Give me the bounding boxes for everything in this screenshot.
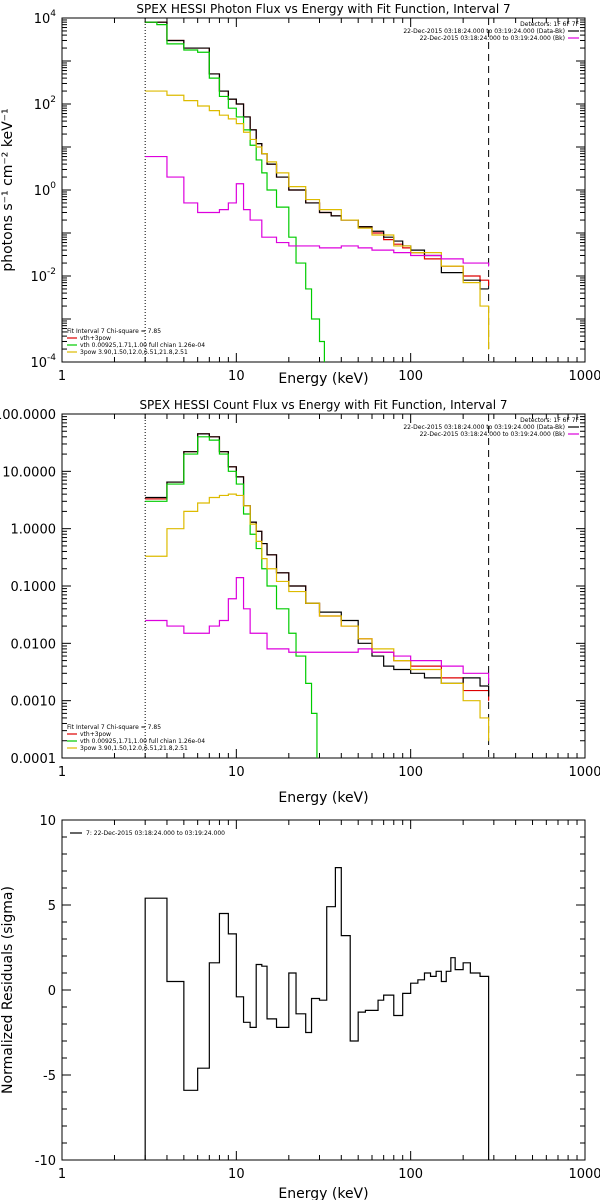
chart-panel-1: SPEX HESSI Photon Flux vs Energy with Fi… (0, 2, 600, 387)
y-tick-label: 0.1000 (11, 580, 57, 595)
x-tick-label: 1 (58, 1167, 66, 1182)
plot-frame (61, 17, 586, 363)
legend-text: 3pow 3.90,1.50,12.0,6.51,21.8,2.51 (80, 349, 188, 356)
legend-fit-info: Fit Interval 7 Chi-square = 7.85 (67, 328, 161, 335)
series-line-3pow (145, 493, 490, 742)
x-tick-label: 10 (228, 1167, 245, 1182)
y-tick-label: 0.0010 (11, 695, 57, 710)
x-tick-label: 1000 (568, 765, 600, 780)
y-axis-label: photons s⁻¹ cm⁻² keV⁻¹ (0, 108, 16, 271)
series-line-7-22-dec-2015-03-18-24-000-to-03-19-24-000 (144, 867, 490, 1160)
legend-text: vth 0.00925,1.71,1.00 full chian 1.26e-0… (80, 342, 205, 349)
x-tick-label: 100 (398, 369, 423, 384)
x-tick-label: 10 (228, 765, 245, 780)
x-tick-label: 1 (58, 765, 66, 780)
y-tick-label: -10 (35, 1154, 56, 1169)
series-group (145, 433, 490, 758)
series-line-bk (145, 155, 490, 267)
legend-top-right-text: Detectors: 1F 6F 7F (520, 417, 579, 424)
series-line-vth (145, 21, 325, 362)
series-line-vth (145, 436, 318, 758)
legend-top-right-text: Detectors: 1F 6F 7F (520, 21, 579, 28)
y-tick-label: 10.0000 (2, 465, 56, 480)
legend-top-right-text: 22-Dec-2015 03:18:24.000 to 03:19:24.000… (403, 424, 565, 431)
y-tick-label: 10-2 (30, 267, 56, 285)
y-tick-label: 104 (34, 9, 57, 27)
legend-text: vth+3pow (80, 335, 111, 342)
legend-text: vth 0.00925,1.71,1.00 full chian 1.26e-0… (80, 738, 205, 745)
series-group (144, 867, 490, 1160)
x-tick-label: 1 (58, 369, 66, 384)
plot-frame (61, 413, 586, 759)
series-line-bk (145, 577, 490, 685)
y-tick-label: -5 (43, 1069, 56, 1084)
series-line-data-bk (145, 433, 490, 697)
y-tick-label: 100 (34, 181, 57, 199)
y-tick-label: 100.0000 (0, 408, 56, 423)
x-tick-label: 100 (398, 1167, 423, 1182)
legend-top-right-text: 22-Dec-2015 03:18:24.000 to 03:19:24.000… (403, 28, 565, 35)
x-axis-label: Energy (keV) (278, 1186, 368, 1200)
x-axis-label: Energy (keV) (278, 790, 368, 806)
x-tick-label: 1000 (568, 1167, 600, 1182)
legend-text: vth+3pow (80, 731, 111, 738)
y-tick-label: 0.0001 (11, 752, 57, 767)
y-tick-label: 0 (48, 984, 56, 999)
series-line-data-bk (145, 21, 489, 290)
x-axis-label: Energy (keV) (278, 371, 368, 387)
legend-text: 3pow 3.90,1.50,12.0,6.51,21.8,2.51 (80, 745, 188, 752)
legend-text: 7: 22-Dec-2015 03:18:24.000 to 03:19:24.… (86, 830, 225, 837)
chart-title: SPEX HESSI Photon Flux vs Energy with Fi… (136, 2, 510, 16)
plot-frame (61, 819, 586, 1161)
y-tick-label: 0.0100 (11, 637, 57, 652)
legend-fit-info: Fit Interval 7 Chi-square = 7.85 (67, 724, 161, 731)
legend-top-right-text: 22-Dec-2015 03:18:24.000 to 03:19:24.000… (420, 35, 565, 42)
x-tick-label: 10 (228, 369, 245, 384)
y-axis-label: Normalized Residuals (sigma) (0, 886, 16, 1094)
chart-panel-3: 1 10 100 1000 Energy (keV) -10 -5 0 5 10 Normalize… (0, 814, 600, 1200)
y-tick-label: 10-4 (30, 353, 56, 371)
x-tick-label: 1000 (568, 369, 600, 384)
chart-panel-2: SPEX HESSI Count Flux vs Energy with Fit… (0, 398, 600, 806)
y-tick-label: 5 (48, 899, 56, 914)
x-tick-label: 100 (398, 765, 423, 780)
series-line-3pow (145, 90, 490, 350)
legend-top-right-text: 22-Dec-2015 03:18:24.000 to 03:19:24.000… (420, 431, 565, 438)
y-tick-label: 1.0000 (11, 523, 57, 538)
y-tick-label: 102 (34, 95, 56, 113)
y-tick-label: 10 (39, 814, 56, 829)
chart-title: SPEX HESSI Count Flux vs Energy with Fit… (139, 398, 507, 412)
series-group (145, 21, 490, 362)
